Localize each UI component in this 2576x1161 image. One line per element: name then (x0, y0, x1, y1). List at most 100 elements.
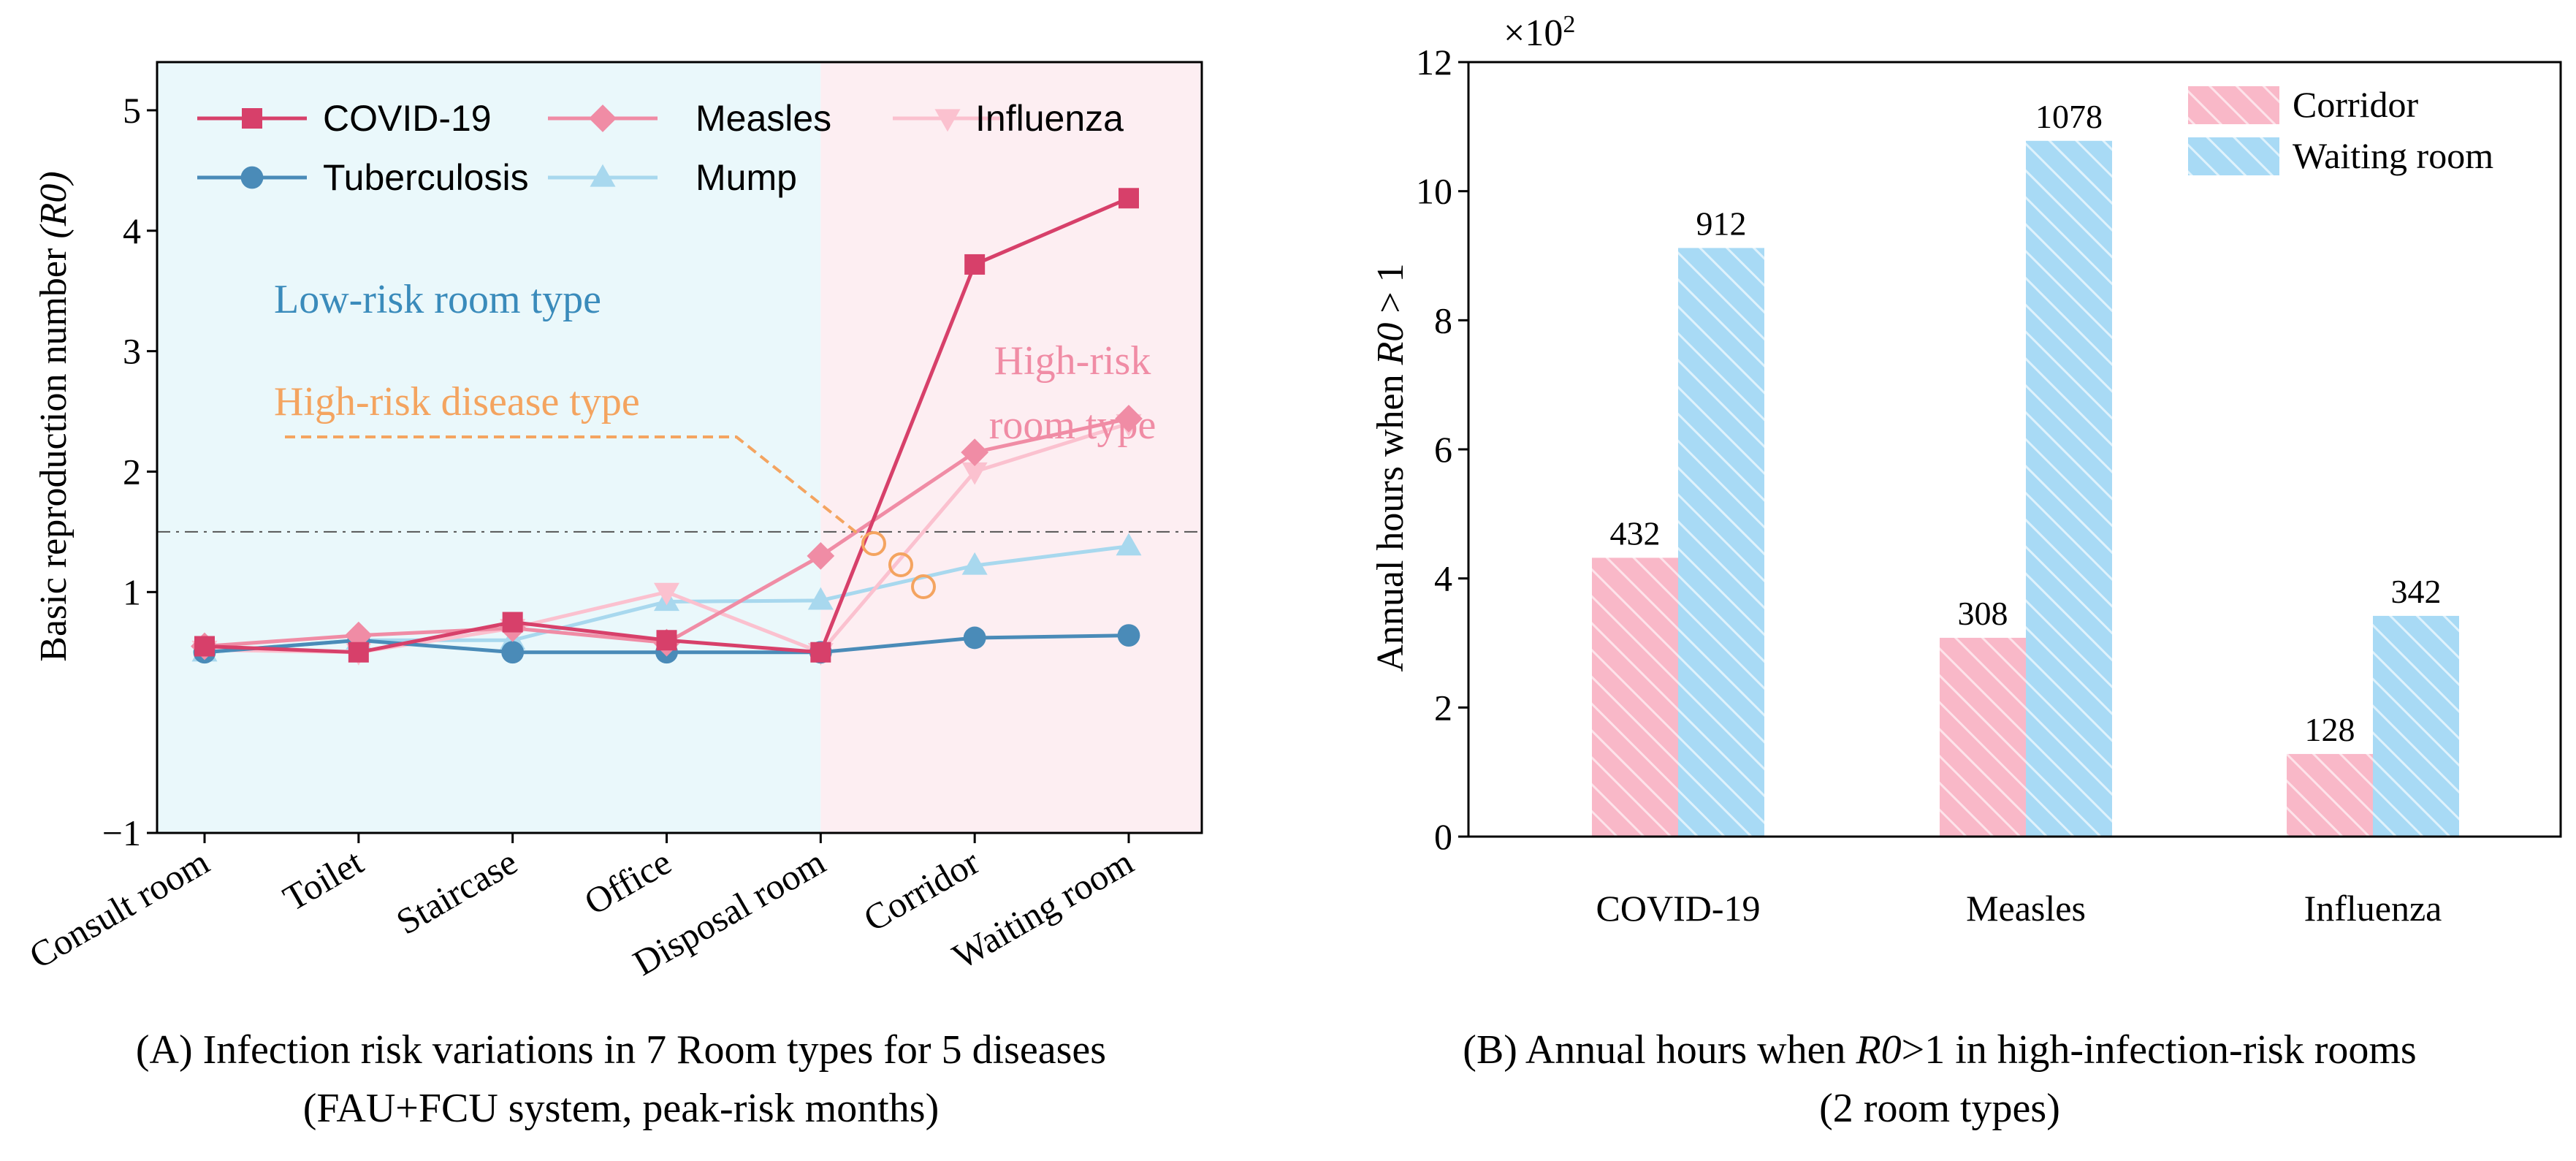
legend: Corridor Waiting room (2188, 84, 2493, 176)
bar (1940, 637, 2026, 837)
y-tick-label: 0 (1434, 816, 1452, 857)
data-point (810, 642, 831, 663)
x-tick-label: Office (577, 841, 678, 923)
callout-circle (888, 552, 913, 577)
legend-item: Measles (548, 98, 831, 139)
high-risk-disease-annotation: High-risk disease type (274, 379, 640, 425)
plot-frame (1467, 61, 2562, 838)
high-risk-room-annotation-2: room type (989, 403, 1156, 448)
legend-label: Mump (696, 157, 797, 198)
plot-frame (156, 61, 1203, 834)
y-tick-label: 10 (1416, 171, 1452, 212)
legend-item: Influenza (893, 98, 1124, 139)
data-point (964, 254, 986, 275)
data-point (807, 541, 835, 570)
bar (2026, 140, 2112, 837)
y-tick-label: 5 (123, 90, 141, 131)
y-multiplier: ×102 (1504, 11, 1575, 55)
data-point (1116, 533, 1142, 556)
y-tick-label: 3 (123, 331, 141, 372)
bar-value-label: 128 (2305, 711, 2355, 748)
x-tick-label: COVID-19 (1596, 888, 1761, 929)
panel-b-bar-chart: 0 2 4 6 8 10 12 432 912 308 1078 128 342 COVID-19 Me… (1370, 11, 2562, 1131)
data-point (807, 587, 834, 610)
legend-item: Tuberculosis (197, 157, 529, 198)
x-tick-label: Corridor (857, 841, 986, 940)
y-tick-label: 4 (1434, 558, 1452, 599)
y-axis-ticks: 0 2 4 6 8 10 12 (1416, 42, 1468, 857)
bar (2287, 753, 2373, 837)
legend-marker (589, 104, 617, 132)
data-point (194, 636, 215, 657)
data-point (963, 626, 986, 650)
x-axis-ticks: COVID-19 Measles Influenza (1596, 888, 2442, 929)
legend-marker (242, 108, 262, 129)
bar-value-label: 308 (1958, 595, 2008, 632)
bar-value-label: 342 (2391, 573, 2442, 610)
panel-a-caption-line2: (FAU+FCU system, peak-risk months) (303, 1086, 940, 1131)
legend: COVID-19 Measles Influenza Tuberculosis Mump (197, 98, 1124, 198)
legend-label: COVID-19 (323, 98, 492, 139)
legend-marker (934, 109, 961, 132)
panel-a-caption-line1: (A) Infection risk variations in 7 Room … (136, 1027, 1106, 1073)
bar-value-label: 432 (1610, 514, 1661, 552)
legend-item: COVID-19 (197, 98, 492, 139)
bar-value-label: 912 (1696, 205, 1747, 242)
series-group (191, 188, 1143, 666)
x-tick-label: Toilet (276, 841, 370, 919)
data-point (502, 612, 523, 633)
y-tick-label: −1 (102, 812, 141, 853)
y-tick-label: 12 (1416, 42, 1452, 83)
panel-b-caption-line2: (2 room types) (1819, 1086, 2060, 1131)
legend-marker (590, 164, 616, 187)
data-point (1119, 188, 1139, 209)
x-tick-label: Measles (1966, 888, 2086, 929)
y-axis-ticks: −1 1 2 3 4 5 (102, 90, 157, 853)
data-point (961, 462, 988, 485)
legend-item: Mump (548, 157, 797, 198)
y-tick-label: 2 (123, 451, 141, 492)
data-point (961, 552, 988, 575)
data-point (348, 642, 369, 663)
legend-swatch (2188, 137, 2279, 175)
legend-label: Influenza (975, 98, 1124, 139)
legend-item: Waiting room (2188, 135, 2493, 176)
callout-circle (911, 574, 936, 599)
high-risk-room-annotation-1: High-risk (994, 338, 1151, 384)
data-point (654, 582, 679, 606)
y-tick-label: 6 (1434, 429, 1452, 470)
legend-marker (240, 166, 264, 189)
data-point (961, 438, 989, 466)
panel-a-line-chart: −1 1 2 3 4 5 Consult room Toilet Staircase Offic… (23, 61, 1203, 1131)
legend-swatch (2188, 86, 2279, 124)
data-point (1117, 624, 1140, 647)
panel-b-caption-line1: (B) Annual hours when R0>1 in high-infec… (1463, 1027, 2416, 1073)
y-axis-label: Annual hours when R0 > 1 (1370, 263, 1411, 671)
callout-circle (861, 531, 886, 556)
x-tick-label: Consult room (23, 841, 216, 976)
low-risk-background (157, 62, 821, 833)
legend-label: Waiting room (2293, 135, 2493, 176)
y-tick-label: 1 (123, 571, 141, 612)
x-tick-label: Influenza (2304, 888, 2442, 929)
bar (1678, 248, 1764, 837)
legend-item: Corridor (2188, 84, 2419, 125)
bar (1592, 557, 1678, 837)
bar-value-label: 1078 (2035, 98, 2103, 135)
legend-label: Corridor (2293, 84, 2419, 125)
y-tick-label: 8 (1434, 300, 1452, 340)
x-tick-label: Staircase (389, 841, 524, 943)
x-axis-ticks: Consult room Toilet Staircase OfficeDisposa… (23, 833, 1140, 983)
legend-label: Measles (696, 98, 831, 139)
legend-label: Tuberculosis (323, 157, 529, 198)
y-axis-label: Basic reproduction number (R0) (33, 171, 75, 661)
data-point (656, 630, 677, 651)
series-covid-19 (194, 188, 1139, 663)
y-tick-label: 4 (123, 210, 141, 251)
low-risk-annotation: Low-risk room type (274, 277, 601, 322)
data-point (501, 641, 525, 664)
bar (2373, 615, 2459, 837)
bar-group: 432 912 308 1078 128 342 (1592, 98, 2459, 837)
disease-callout-line (285, 435, 864, 538)
